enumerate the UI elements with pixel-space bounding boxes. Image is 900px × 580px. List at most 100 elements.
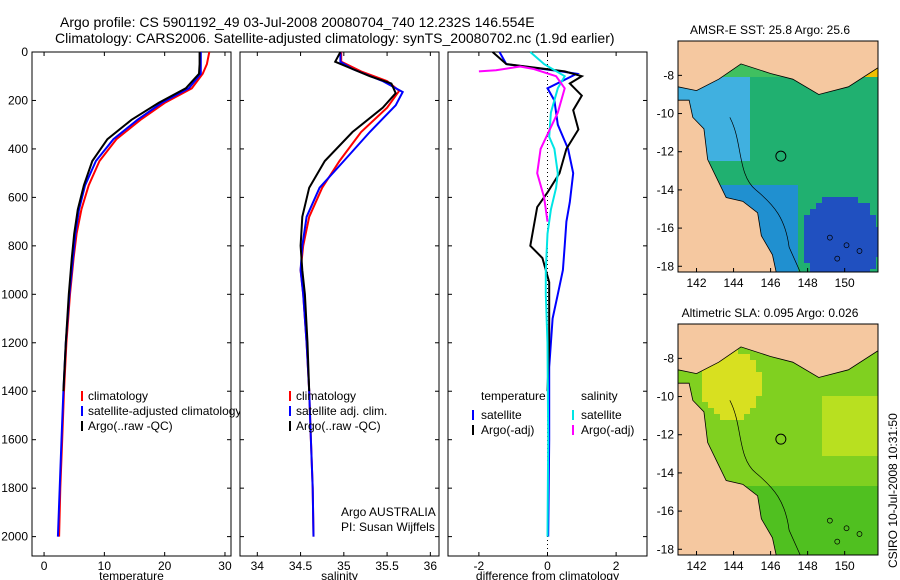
map-cell: [822, 173, 828, 179]
map-cell: [750, 143, 756, 149]
map-cell: [828, 498, 834, 504]
map-cell: [846, 143, 852, 149]
map-cell: [804, 480, 810, 486]
map-cell: [750, 131, 756, 137]
map-cell: [732, 438, 738, 444]
map-cell: [876, 432, 878, 438]
map-cell: [876, 528, 878, 534]
map-cell: [822, 233, 828, 239]
map-cell: [786, 137, 792, 143]
map-cell: [792, 125, 798, 131]
map-cell: [780, 83, 786, 89]
map-cell: [864, 468, 870, 474]
map-cell: [852, 155, 858, 161]
map-cell: [714, 432, 720, 438]
map-cell: [756, 432, 762, 438]
map-cell: [678, 378, 684, 384]
map-cell: [792, 173, 798, 179]
map-cell: [744, 155, 750, 161]
map-cell: [750, 474, 756, 480]
map-cell: [786, 167, 792, 173]
map-cell: [750, 426, 756, 432]
map-cell: [858, 504, 864, 510]
map-cell: [792, 522, 798, 528]
map-cell: [828, 438, 834, 444]
map-cell: [858, 179, 864, 185]
map-cell: [840, 540, 846, 546]
map-cell: [786, 89, 792, 95]
map-cell: [780, 191, 786, 197]
map-cell: [876, 95, 878, 101]
map-cell: [762, 390, 768, 396]
map-cell: [852, 414, 858, 420]
map-cell: [744, 384, 750, 390]
map-cell: [864, 251, 870, 257]
map-cell: [828, 402, 834, 408]
map-cell: [846, 119, 852, 125]
map-cell: [846, 390, 852, 396]
map-cell: [804, 420, 810, 426]
map-cell: [726, 426, 732, 432]
map-cell: [876, 504, 878, 510]
map-cell: [798, 498, 804, 504]
map-cell: [828, 179, 834, 185]
map-cell: [810, 89, 816, 95]
map-cell: [864, 540, 870, 546]
map-cell: [792, 203, 798, 209]
map-cell: [762, 143, 768, 149]
map-cell: [732, 155, 738, 161]
map-cell: [858, 384, 864, 390]
map-cell: [864, 516, 870, 522]
map-cell: [816, 402, 822, 408]
map-cell: [858, 77, 864, 83]
map-cell: [780, 360, 786, 366]
map-cell: [858, 480, 864, 486]
map-cell: [744, 480, 750, 486]
map-cell: [858, 540, 864, 546]
map-cell: [822, 516, 828, 522]
map-cell: [744, 173, 750, 179]
map-cell: [852, 528, 858, 534]
map-cell: [816, 161, 822, 167]
map-cell: [720, 185, 726, 191]
map-cell: [726, 402, 732, 408]
map-cell: [816, 185, 822, 191]
map-cell: [792, 113, 798, 119]
map-cell: [726, 77, 732, 83]
map-cell: [750, 179, 756, 185]
map-cell: [786, 77, 792, 83]
map-cell: [852, 161, 858, 167]
map-cell: [768, 474, 774, 480]
map-cell: [762, 179, 768, 185]
map-cell: [858, 209, 864, 215]
map-cell: [720, 450, 726, 456]
map-cell: [804, 372, 810, 378]
map-cell: [762, 468, 768, 474]
map-cell: [708, 378, 714, 384]
map-cell: [852, 227, 858, 233]
map-cell: [720, 378, 726, 384]
map-cell: [828, 540, 834, 546]
map-cell: [846, 251, 852, 257]
map-cell: [720, 161, 726, 167]
map-cell: [762, 173, 768, 179]
map-cell: [834, 161, 840, 167]
map-cell: [786, 498, 792, 504]
y-tick-label: 1400: [1, 384, 28, 398]
map-cell: [768, 366, 774, 372]
map-cell: [828, 89, 834, 95]
map-cell: [708, 119, 714, 125]
map-cell: [696, 119, 702, 125]
map-cell: [798, 83, 804, 89]
map-cell: [768, 185, 774, 191]
map-cell: [798, 480, 804, 486]
map-cell: [744, 179, 750, 185]
map-cell: [852, 95, 858, 101]
map-cell: [714, 456, 720, 462]
map-cell: [846, 414, 852, 420]
map-cell: [822, 402, 828, 408]
map-cell: [822, 179, 828, 185]
map-cell: [822, 396, 828, 402]
map-cell: [762, 215, 768, 221]
